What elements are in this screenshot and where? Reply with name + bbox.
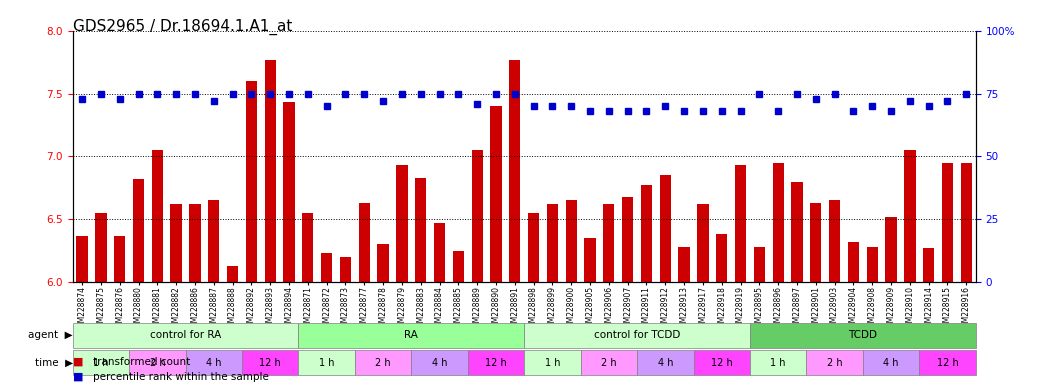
Bar: [547, 204, 558, 282]
Bar: [114, 236, 126, 282]
Bar: [735, 165, 746, 282]
FancyBboxPatch shape: [807, 350, 863, 375]
Text: control for RA: control for RA: [149, 330, 221, 340]
Text: control for TCDD: control for TCDD: [594, 330, 680, 340]
FancyBboxPatch shape: [299, 350, 355, 375]
FancyBboxPatch shape: [920, 350, 976, 375]
Bar: [941, 163, 953, 282]
Text: ■: ■: [73, 357, 83, 367]
Text: 2 h: 2 h: [376, 358, 391, 367]
FancyBboxPatch shape: [693, 350, 749, 375]
Bar: [584, 238, 596, 282]
FancyBboxPatch shape: [129, 350, 186, 375]
FancyBboxPatch shape: [73, 350, 129, 375]
Text: time  ▶: time ▶: [34, 358, 73, 367]
Text: 4 h: 4 h: [432, 358, 447, 367]
FancyBboxPatch shape: [749, 350, 807, 375]
Bar: [867, 247, 878, 282]
FancyBboxPatch shape: [186, 350, 242, 375]
Text: transformed count: transformed count: [93, 357, 191, 367]
Bar: [302, 213, 313, 282]
Text: 12 h: 12 h: [485, 358, 507, 367]
FancyBboxPatch shape: [411, 350, 468, 375]
Text: 12 h: 12 h: [260, 358, 281, 367]
Bar: [453, 251, 464, 282]
FancyBboxPatch shape: [524, 350, 580, 375]
Bar: [246, 81, 257, 282]
Bar: [848, 242, 859, 282]
FancyBboxPatch shape: [580, 350, 637, 375]
Text: 1 h: 1 h: [93, 358, 109, 367]
Bar: [829, 200, 841, 282]
Text: 2 h: 2 h: [601, 358, 617, 367]
Bar: [566, 200, 577, 282]
Text: RA: RA: [405, 330, 418, 340]
Bar: [622, 197, 633, 282]
Bar: [961, 163, 972, 282]
Bar: [490, 106, 501, 282]
Bar: [189, 204, 200, 282]
Text: 1 h: 1 h: [319, 358, 334, 367]
FancyBboxPatch shape: [863, 350, 920, 375]
Bar: [415, 178, 427, 282]
Bar: [754, 247, 765, 282]
Bar: [716, 234, 728, 282]
Bar: [772, 163, 784, 282]
Text: 1 h: 1 h: [770, 358, 786, 367]
Bar: [471, 150, 483, 282]
FancyBboxPatch shape: [355, 350, 411, 375]
Bar: [698, 204, 709, 282]
Text: 4 h: 4 h: [206, 358, 221, 367]
FancyBboxPatch shape: [242, 350, 299, 375]
Bar: [528, 213, 540, 282]
Text: 2 h: 2 h: [827, 358, 843, 367]
FancyBboxPatch shape: [299, 323, 524, 348]
Text: 12 h: 12 h: [936, 358, 958, 367]
Bar: [152, 150, 163, 282]
Text: TCDD: TCDD: [848, 330, 877, 340]
Bar: [397, 165, 408, 282]
Bar: [640, 185, 652, 282]
Text: percentile rank within the sample: percentile rank within the sample: [93, 372, 269, 382]
Bar: [95, 213, 107, 282]
Text: 1 h: 1 h: [545, 358, 561, 367]
Bar: [339, 257, 351, 282]
Text: 4 h: 4 h: [657, 358, 673, 367]
Bar: [378, 245, 388, 282]
Bar: [321, 253, 332, 282]
Bar: [283, 103, 295, 282]
Bar: [679, 247, 689, 282]
Bar: [434, 223, 445, 282]
Bar: [77, 236, 87, 282]
Bar: [659, 175, 671, 282]
FancyBboxPatch shape: [73, 323, 299, 348]
Bar: [885, 217, 897, 282]
Text: 4 h: 4 h: [883, 358, 899, 367]
Bar: [227, 266, 239, 282]
FancyBboxPatch shape: [749, 323, 976, 348]
Text: GDS2965 / Dr.18694.1.A1_at: GDS2965 / Dr.18694.1.A1_at: [73, 19, 292, 35]
Bar: [359, 203, 370, 282]
Bar: [170, 204, 182, 282]
Text: ■: ■: [73, 372, 83, 382]
Bar: [603, 204, 614, 282]
Bar: [810, 203, 821, 282]
FancyBboxPatch shape: [637, 350, 693, 375]
Bar: [509, 60, 520, 282]
Text: agent  ▶: agent ▶: [28, 330, 73, 340]
FancyBboxPatch shape: [468, 350, 524, 375]
Bar: [923, 248, 934, 282]
Bar: [904, 150, 916, 282]
Text: 12 h: 12 h: [711, 358, 733, 367]
Bar: [133, 179, 144, 282]
Bar: [208, 200, 219, 282]
FancyBboxPatch shape: [524, 323, 749, 348]
Bar: [265, 60, 276, 282]
Text: 2 h: 2 h: [149, 358, 165, 367]
Bar: [791, 182, 802, 282]
